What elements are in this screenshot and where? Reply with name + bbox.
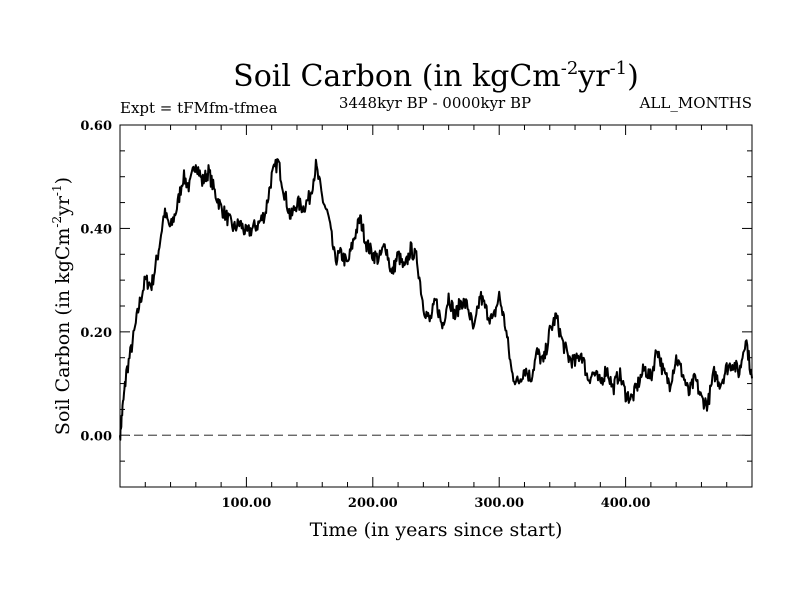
y-tick-label: 0.40 — [80, 222, 112, 237]
subtitle-time-range: 3448kyr BP - 0000kyr BP — [339, 94, 531, 112]
chart-title-exp2: -1 — [610, 58, 628, 79]
y-axis-label-exp1: -2 — [50, 216, 64, 228]
subtitle-months: ALL_MONTHS — [639, 94, 752, 112]
plot-frame — [119, 124, 753, 488]
x-axis-label: Time (in years since start) — [310, 519, 563, 541]
y-tick-label: 0.20 — [80, 326, 112, 341]
y-axis-label-main: Soil Carbon (in kgCm — [52, 228, 74, 435]
series-line-soil-carbon — [119, 158, 753, 441]
x-tick-label: 300.00 — [474, 496, 524, 511]
chart-title-unit2: yr — [577, 59, 610, 94]
y-axis-label: Soil Carbon (in kgCm-2yr-1) — [50, 177, 74, 435]
chart-title-close: ) — [627, 59, 639, 94]
y-tick-label: 0.60 — [80, 119, 112, 134]
chart-title: Soil Carbon (in kgCm-2yr-1) — [233, 58, 639, 94]
chart-title-main: Soil Carbon (in kgCm — [233, 59, 561, 94]
chart-title-exp1: -2 — [561, 58, 579, 79]
y-axis-label-unit2: yr — [52, 195, 74, 217]
y-axis-label-close: ) — [52, 177, 74, 184]
subtitle-experiment: Expt = tFMfm-tfmea — [120, 99, 277, 117]
minor-ticks — [120, 125, 752, 488]
x-tick-label: 400.00 — [601, 496, 651, 511]
x-tick-label: 100.00 — [222, 496, 272, 511]
y-axis-ticks: 0.00 0.20 0.40 0.60 — [80, 119, 752, 444]
x-axis-ticks: 100.00 200.00 300.00 400.00 — [222, 125, 651, 511]
y-tick-label: 0.00 — [80, 429, 112, 444]
y-axis-label-exp2: -1 — [50, 184, 64, 196]
x-tick-label: 200.00 — [348, 496, 398, 511]
